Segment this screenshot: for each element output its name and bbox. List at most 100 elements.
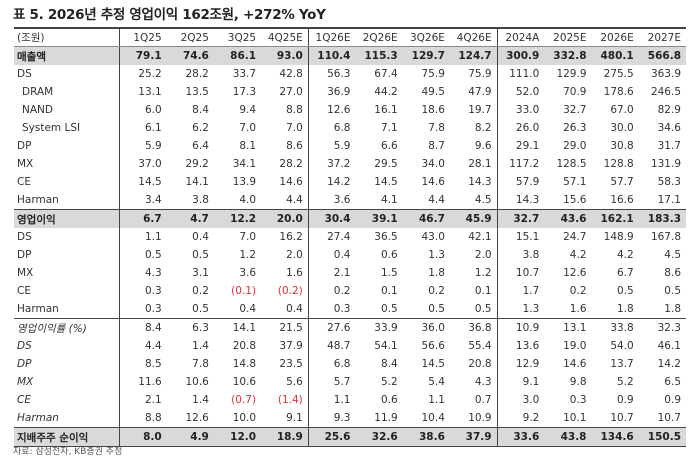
table-cell: 0.4 bbox=[239, 303, 257, 315]
table-cell: 3.1 bbox=[192, 267, 209, 279]
table-title: 표 5. 2026년 추정 영업이익 162조원, +272% YoY bbox=[13, 7, 326, 23]
table-cell: 0.4 bbox=[261, 300, 309, 319]
table-cell: 29.2 bbox=[185, 158, 209, 170]
table-cell: (1.4) bbox=[261, 391, 309, 409]
table-cell: 10.7 bbox=[657, 412, 681, 424]
row-label: NAND bbox=[14, 101, 120, 119]
table-cell: 6.1 bbox=[144, 122, 162, 134]
table-cell: 275.5 bbox=[603, 68, 634, 80]
table-cell: 6.4 bbox=[192, 140, 209, 152]
table-cell: 14.3 bbox=[515, 194, 540, 206]
table-cell: 5.9 bbox=[144, 140, 162, 152]
table-cell: 49.5 bbox=[421, 86, 445, 98]
table-cell: 52.0 bbox=[515, 86, 540, 98]
row-label: DP bbox=[14, 246, 120, 264]
table-cell: 5.4 bbox=[428, 376, 445, 388]
table-cell: 0.3 bbox=[569, 394, 587, 406]
table-cell: 128.5 bbox=[556, 158, 587, 170]
table-cell: 4.4 bbox=[428, 194, 445, 206]
table-cell: 29.5 bbox=[374, 158, 398, 170]
table-cell: 5.2 bbox=[380, 376, 398, 388]
table-cell: 0.9 bbox=[617, 394, 634, 406]
table-cell: 20.0 bbox=[261, 209, 309, 228]
table-cell: 4.3 bbox=[449, 373, 498, 391]
header-row: (조원) 1Q25 2Q25 3Q25 4Q25E 1Q26E 2Q26E 3Q26E 4Q2… bbox=[14, 28, 686, 47]
table-cell: 13.6 bbox=[515, 340, 540, 352]
table-cell: 44.2 bbox=[374, 86, 398, 98]
table-cell: 3.8 bbox=[192, 194, 209, 206]
table-cell: 9.6 bbox=[449, 137, 498, 155]
table-cell: 124.7 bbox=[449, 46, 498, 65]
table-cell: 4.1 bbox=[380, 194, 398, 206]
table-row: CE 0.3 0.2 (0.1) (0.2) 0.2 0.1 0.2 0.1 1.7 0.2 0.5 0… bbox=[14, 282, 686, 300]
table-cell: 178.6 bbox=[603, 86, 634, 98]
row-label: DRAM bbox=[14, 83, 120, 101]
row-label: DP bbox=[14, 355, 120, 373]
table-cell: 11.9 bbox=[374, 412, 398, 424]
table-cell: 56.6 bbox=[421, 340, 445, 352]
table-cell: 12.6 bbox=[185, 412, 209, 424]
table-cell: 0.2 bbox=[333, 285, 351, 297]
table-cell: 13.1 bbox=[544, 318, 592, 337]
table-cell: 19.7 bbox=[449, 101, 498, 119]
column-header: 1Q25 bbox=[119, 28, 167, 47]
row-label: 영업이익 bbox=[14, 209, 120, 228]
table-cell: 3.4 bbox=[144, 194, 162, 206]
table-cell: 20.8 bbox=[449, 355, 498, 373]
row-label: DS bbox=[14, 65, 120, 83]
table-cell: 33.9 bbox=[355, 318, 403, 337]
table-cell: 42.1 bbox=[449, 228, 498, 246]
table-cell: 2.0 bbox=[261, 246, 309, 264]
table-cell: 8.0 bbox=[119, 427, 167, 447]
table-cell: 42.8 bbox=[261, 65, 309, 83]
table-cell: 48.7 bbox=[327, 340, 351, 352]
table-cell: 11.6 bbox=[138, 376, 162, 388]
column-header: 2026E bbox=[591, 28, 639, 47]
table-cell: 57.1 bbox=[563, 176, 587, 188]
table-cell: 36.5 bbox=[374, 231, 398, 243]
table-cell: 0.5 bbox=[449, 300, 498, 319]
table-cell: 13.9 bbox=[232, 176, 257, 188]
table-cell: 0.1 bbox=[380, 285, 398, 297]
table-cell: 7.0 bbox=[239, 122, 257, 134]
table-row: 지배주주 순이익 8.0 4.9 12.0 18.9 25.6 32.6 38.6 37.9 33… bbox=[14, 427, 686, 447]
column-header: 2025E bbox=[544, 28, 592, 47]
table-cell: 10.9 bbox=[449, 409, 498, 428]
table-cell: 30.4 bbox=[308, 209, 356, 228]
table-cell: 0.5 bbox=[428, 303, 445, 315]
table-cell: 57.9 bbox=[515, 176, 540, 188]
table-cell: 1.8 bbox=[428, 267, 445, 279]
table-cell: 34.6 bbox=[657, 122, 681, 134]
column-header: 4Q26E bbox=[449, 28, 498, 47]
table-cell: 4.5 bbox=[664, 249, 681, 261]
table-cell: (0.2) bbox=[261, 282, 309, 300]
table-cell: 246.5 bbox=[650, 86, 681, 98]
table-cell: 6.8 bbox=[333, 122, 351, 134]
table-cell: 150.5 bbox=[638, 427, 686, 447]
table-cell: 0.3 bbox=[144, 303, 162, 315]
row-label: Harman bbox=[14, 300, 120, 319]
table-cell: 17.1 bbox=[657, 194, 681, 206]
column-header: 2Q26E bbox=[355, 28, 403, 47]
table-cell: 14.8 bbox=[232, 358, 257, 370]
table-cell: 19.0 bbox=[563, 340, 587, 352]
table-cell: 8.4 bbox=[380, 358, 398, 370]
table-cell: 0.3 bbox=[144, 285, 162, 297]
table-cell: 0.2 bbox=[192, 285, 209, 297]
table-cell: 38.6 bbox=[402, 427, 450, 447]
table-cell: 4.4 bbox=[261, 191, 309, 210]
table-cell: 26.3 bbox=[563, 122, 587, 134]
table-cell: 20.8 bbox=[232, 340, 257, 352]
table-cell: 14.2 bbox=[327, 176, 351, 188]
table-cell: 57.7 bbox=[610, 176, 634, 188]
table-cell: 8.5 bbox=[144, 358, 162, 370]
table-cell: 54.0 bbox=[610, 340, 634, 352]
table-cell: 4.7 bbox=[166, 209, 214, 228]
table-cell: 16.2 bbox=[261, 228, 309, 246]
table-cell: 300.9 bbox=[497, 46, 545, 65]
table-cell: 17.3 bbox=[232, 86, 257, 98]
table-cell: 0.9 bbox=[664, 394, 681, 406]
table-cell: 12.0 bbox=[213, 427, 262, 447]
table-row: DS 1.1 0.4 7.0 16.2 27.4 36.5 43.0 42.1 15.1 24.7 1… bbox=[14, 228, 686, 246]
table-cell: 14.1 bbox=[185, 176, 209, 188]
